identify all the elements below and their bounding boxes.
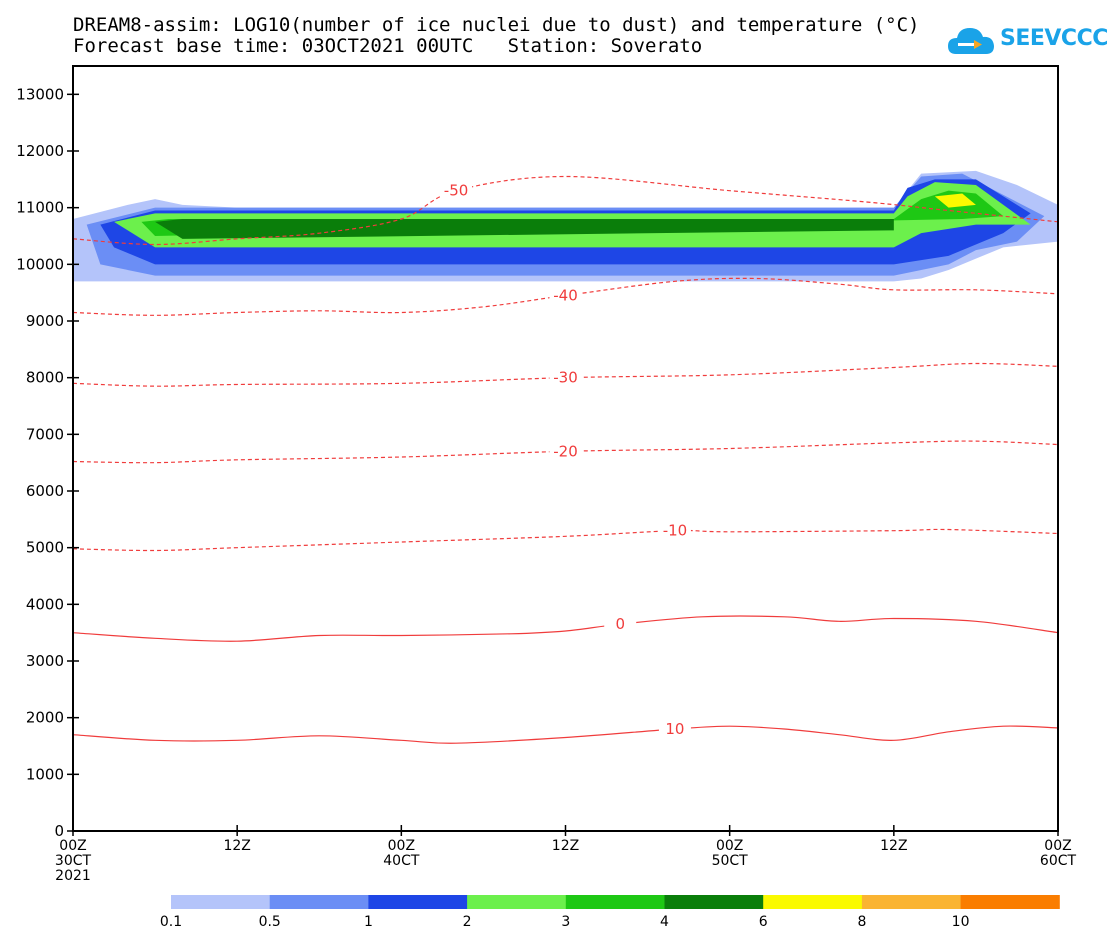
x-tick-label: 30CT (55, 853, 92, 869)
contour-label-bg (658, 521, 691, 540)
temperature-contour--10 (73, 528, 1058, 552)
y-tick-label: 12000 (16, 142, 64, 160)
x-tick-label: 00Z (716, 838, 743, 854)
y-tick-label: 4000 (26, 595, 64, 613)
colorbar-label: 2 (463, 914, 472, 930)
ice-nuclei-field-4 (155, 219, 894, 239)
x-tick-label: 2021 (55, 868, 91, 884)
contour-label-bg (604, 615, 637, 634)
y-tick-label: 7000 (26, 425, 64, 443)
x-tick-label: 00Z (59, 838, 86, 854)
contour-label-bg (658, 720, 691, 738)
x-tick-label: 00Z (388, 838, 415, 854)
ice-nuclei-field-6 (934, 193, 976, 208)
y-tick-label: 10000 (16, 255, 64, 273)
y-tick-label: 8000 (26, 369, 64, 387)
colorbar-swatch (565, 895, 665, 909)
colorbar-swatch (368, 895, 468, 909)
contour-label-bg (549, 442, 582, 461)
y-tick-label: 5000 (26, 539, 64, 557)
temperature-contour-label: -40 (553, 287, 578, 305)
y-tick-label: 0 (54, 822, 64, 840)
y-tick-label: 2000 (26, 709, 64, 727)
temperature-contour-label: -50 (444, 182, 469, 200)
contour-label-bg (549, 286, 582, 305)
colorbar-label: 3 (561, 914, 570, 930)
colorbar-swatch (171, 895, 271, 909)
chart-subtitle: Forecast base time: 03OCT2021 00UTC Stat… (73, 35, 703, 57)
temperature-contour-label: -30 (553, 369, 578, 387)
colorbar-swatch (467, 895, 567, 909)
temperature-contour-label: -10 (663, 522, 688, 540)
colorbar-label: 8 (857, 914, 866, 930)
colorbar-swatch (763, 895, 863, 909)
colorbar-swatch (960, 895, 1060, 909)
colorbar-swatch (664, 895, 764, 909)
colorbar-label: 1 (364, 914, 373, 930)
x-tick-label: 12Z (223, 838, 250, 854)
logo-text: SEEVCCC (1000, 26, 1108, 51)
temperature-contour-0 (73, 615, 1058, 642)
colorbar-label: 0.5 (259, 914, 281, 930)
colorbar-label: 10 (952, 914, 970, 930)
x-tick-label: 40CT (383, 853, 420, 869)
contour-label-bg (549, 368, 582, 387)
temperature-contour-label: 10 (665, 720, 684, 738)
chart-title: DREAM8-assim: LOG10(number of ice nuclei… (73, 14, 920, 36)
y-tick-label: 9000 (26, 312, 64, 330)
x-tick-label: 00Z (1044, 838, 1071, 854)
colorbar-swatch (861, 895, 962, 909)
cloud-logo-icon (948, 28, 994, 54)
x-tick-label: 12Z (880, 838, 907, 854)
y-tick-label: 6000 (26, 482, 64, 500)
x-tick-label: 12Z (552, 838, 579, 854)
colorbar-label: 4 (660, 914, 669, 930)
y-tick-label: 13000 (16, 85, 64, 103)
colorbar-label: 0.1 (160, 914, 182, 930)
colorbar-swatch (269, 895, 369, 909)
x-tick-label: 50CT (712, 853, 749, 869)
temperature-contour-10 (73, 725, 1058, 744)
colorbar-label: 6 (759, 914, 768, 930)
temperature-contour--50 (73, 175, 1058, 246)
contour-label-bg (440, 181, 473, 200)
y-tick-label: 3000 (26, 652, 64, 670)
temperature-contour-label: 0 (615, 615, 625, 633)
y-tick-label: 1000 (26, 765, 64, 783)
y-tick-label: 11000 (16, 199, 64, 217)
x-tick-label: 60CT (1040, 853, 1077, 869)
temperature-contour-label: -20 (553, 442, 578, 460)
